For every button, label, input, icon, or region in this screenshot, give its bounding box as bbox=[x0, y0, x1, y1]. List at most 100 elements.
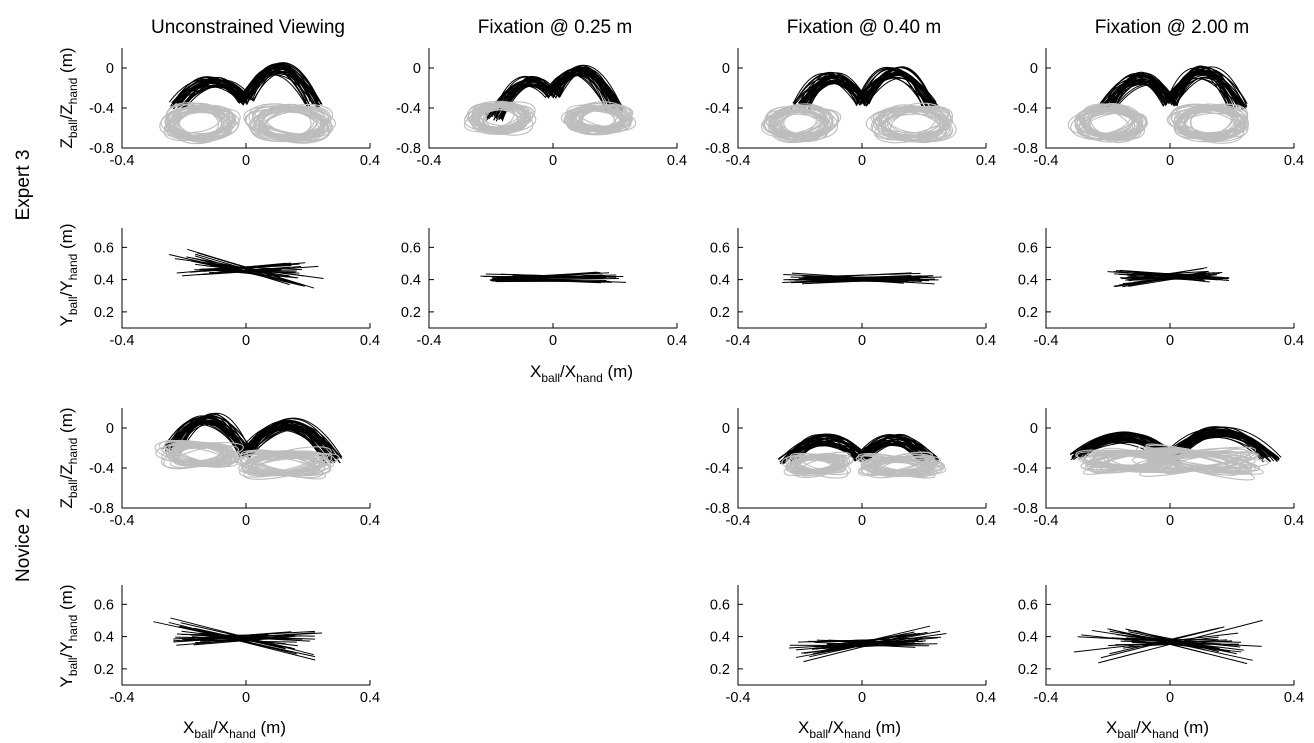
hand-loop-1-28 bbox=[244, 109, 326, 137]
panel-expert3-fix200-ZX: -0.4 0 0.4-0.8-0.40 bbox=[1013, 48, 1304, 169]
ball-line-27 bbox=[1116, 634, 1241, 648]
series-hand bbox=[781, 451, 947, 479]
y-tick-label: 0 bbox=[722, 421, 730, 437]
series-ball bbox=[1098, 65, 1248, 111]
x-tick-label: -0.4 bbox=[1034, 690, 1059, 706]
hand-loop-1-28 bbox=[1189, 105, 1245, 136]
y-tick-label: 0.6 bbox=[94, 240, 114, 256]
x-tick-label: 0.4 bbox=[667, 333, 687, 349]
hand-loop-1-28 bbox=[889, 108, 949, 143]
ball-line-29 bbox=[810, 278, 910, 283]
ball-arc-31 bbox=[1099, 70, 1243, 111]
panel-expert3-fix025-ZX: -0.4 0 0.4-0.8-0.40 bbox=[396, 48, 687, 169]
panel-expert3-unconstrained-ZX: -0.4 0 0.4-0.8-0.40 bbox=[89, 48, 380, 169]
x-tick-label: 0 bbox=[242, 690, 250, 706]
ball-arc-29 bbox=[1105, 73, 1247, 110]
y-tick-label: 0 bbox=[106, 61, 114, 77]
plot-area bbox=[159, 62, 336, 145]
y-tick-label: 0.6 bbox=[401, 240, 421, 256]
series-ball bbox=[1073, 619, 1263, 665]
series-ball bbox=[480, 271, 627, 284]
ball-line-29 bbox=[1127, 277, 1225, 281]
ball-line-25 bbox=[181, 265, 301, 277]
hand-loop-1-25 bbox=[1135, 446, 1256, 481]
ball-arc-24 bbox=[488, 73, 607, 116]
hand-loop-1-22 bbox=[879, 106, 947, 144]
ball-line-26 bbox=[205, 268, 299, 279]
hand-loop-1-29 bbox=[1183, 109, 1239, 142]
x-tick-label: 0 bbox=[549, 153, 557, 169]
x-tick-label: 0 bbox=[242, 333, 250, 349]
series-hand bbox=[154, 439, 340, 480]
y-tick-label: -0.4 bbox=[1013, 101, 1038, 117]
hand-loop-1-29 bbox=[580, 104, 632, 128]
x-tick-label: 0.4 bbox=[360, 513, 380, 529]
ball-line-28 bbox=[813, 634, 905, 650]
panel-expert3-fix040-YX: -0.4 0 0.4 0.2 0.4 0.6 bbox=[710, 228, 996, 349]
ball-line-29 bbox=[193, 627, 286, 650]
hand-loop-1-25 bbox=[861, 451, 932, 475]
y-axis-label-z-row3: Zball/Zhand (m) bbox=[57, 407, 80, 508]
ball-arc-32 bbox=[186, 71, 319, 104]
ball-line-27 bbox=[822, 272, 921, 277]
ball-arc-33 bbox=[179, 413, 341, 464]
panel-expert3-unconstrained-YX: -0.4 0 0.4 0.2 0.4 0.6 bbox=[94, 228, 380, 349]
y-tick-label: 0.2 bbox=[94, 662, 114, 678]
y-tick-label: 0.2 bbox=[710, 305, 730, 321]
y-tick-label: 0.6 bbox=[710, 597, 730, 613]
column-title-fix200: Fixation @ 2.00 m bbox=[1095, 17, 1249, 38]
y-tick-label: -0.8 bbox=[396, 141, 421, 157]
ball-arc-34 bbox=[495, 65, 615, 118]
hand-loop-0-27 bbox=[765, 106, 829, 143]
y-tick-label: 0 bbox=[722, 61, 730, 77]
x-tick-label: 0 bbox=[1166, 153, 1174, 169]
ball-arc-29 bbox=[803, 73, 934, 110]
hand-loop-0-28 bbox=[793, 451, 851, 472]
axes-frame bbox=[737, 585, 986, 686]
x-tick-label: -0.4 bbox=[110, 690, 135, 706]
hand-loop-1-25 bbox=[1176, 107, 1245, 144]
panels-layer: -0.4 0 0.4-0.8-0.40-0.4 0 0.4-0.8-0.40-0.4 0 0… bbox=[89, 48, 1304, 706]
x-tick-label: 0.4 bbox=[360, 153, 380, 169]
series-hand bbox=[1075, 443, 1270, 481]
ball-line-29 bbox=[203, 269, 282, 275]
y-tick-label: 0.4 bbox=[710, 273, 730, 289]
panel-novice2-fix200-ZX: -0.4 0 0.4-0.8-0.40 bbox=[1013, 408, 1304, 529]
x-tick-label: -0.4 bbox=[110, 513, 135, 529]
y-tick-label: 0.4 bbox=[710, 630, 730, 646]
ball-arc-30 bbox=[488, 70, 610, 115]
ball-arc-34 bbox=[178, 415, 340, 459]
ball-arc-29 bbox=[1076, 433, 1271, 463]
ball-line-28 bbox=[1114, 273, 1214, 278]
x-tick-label: 0.4 bbox=[976, 690, 996, 706]
ball-line-29 bbox=[1127, 633, 1213, 649]
hand-loop-0-28 bbox=[163, 443, 222, 470]
y-tick-label: 0.6 bbox=[1018, 597, 1038, 613]
panel-novice2-fix200-YX: -0.4 0 0.4 0.2 0.4 0.6 bbox=[1018, 585, 1304, 706]
y-tick-label: 0.6 bbox=[1018, 240, 1038, 256]
x-tick-label: -0.4 bbox=[726, 513, 751, 529]
series-ball bbox=[169, 248, 324, 289]
y-tick-label: 0.6 bbox=[710, 240, 730, 256]
x-axis-label-row4-col1: Xball/Xhand (m) bbox=[183, 718, 286, 741]
plot-area bbox=[463, 64, 637, 136]
plot-area bbox=[760, 66, 957, 144]
axes-frame bbox=[121, 228, 370, 329]
hand-loop-1-26 bbox=[1182, 112, 1249, 138]
ball-arc-31 bbox=[485, 71, 619, 118]
x-tick-label: 0 bbox=[242, 153, 250, 169]
y-tick-label: 0.2 bbox=[710, 662, 730, 678]
ball-line-21 bbox=[205, 265, 302, 271]
ball-arc-31 bbox=[169, 62, 322, 110]
x-axis-label-row4-col3: Xball/Xhand (m) bbox=[798, 718, 901, 741]
column-title-fix040: Fixation @ 0.40 m bbox=[787, 17, 941, 38]
ball-line-26 bbox=[1081, 634, 1242, 653]
y-tick-label: -0.8 bbox=[1013, 501, 1038, 517]
y-tick-label: -0.8 bbox=[705, 141, 730, 157]
hand-loop-1-29 bbox=[258, 107, 332, 144]
x-tick-label: -0.4 bbox=[1034, 333, 1059, 349]
ball-arc-34 bbox=[176, 65, 323, 110]
ball-arc-33 bbox=[180, 72, 323, 107]
y-tick-label: 0 bbox=[1030, 421, 1038, 437]
